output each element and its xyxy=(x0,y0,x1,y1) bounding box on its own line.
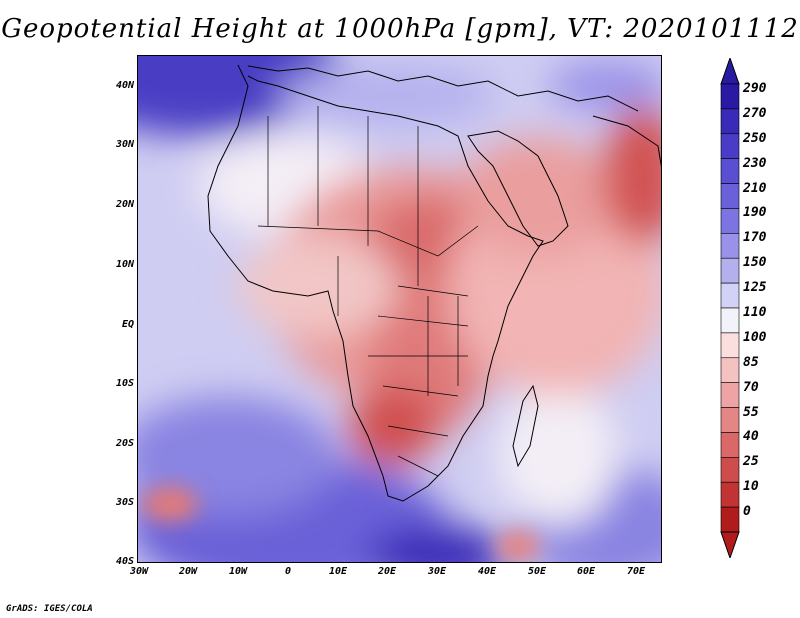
y-tick-label: 20N xyxy=(115,199,134,210)
colorbar-level-label: 150 xyxy=(743,255,767,271)
india-coastline xyxy=(592,115,661,168)
map-svg xyxy=(138,56,661,562)
x-tick-label: 70E xyxy=(626,566,646,577)
small-features xyxy=(142,486,540,562)
y-tick-label: 10S xyxy=(115,378,134,389)
chart-title: Geopotential Height at 1000hPa [gpm], VT… xyxy=(1,14,799,44)
colorbar-segment xyxy=(720,183,740,209)
colorbar-segment xyxy=(720,432,740,458)
low-india xyxy=(603,106,661,246)
colorbar-level-label: 190 xyxy=(743,205,767,221)
colorbar-level-label: 55 xyxy=(743,404,759,420)
colorbar-level-label: 85 xyxy=(743,354,759,370)
high-north-atlantic xyxy=(138,56,338,136)
colorbar-level-label: 0 xyxy=(743,504,751,520)
high-mediterranean xyxy=(278,66,498,126)
x-tick-label: 30W xyxy=(129,566,149,577)
madagascar-coastline xyxy=(512,384,539,468)
colorbar xyxy=(720,58,740,558)
border-lines xyxy=(257,106,479,477)
colorbar-segment xyxy=(720,158,740,184)
x-tick-label: 40E xyxy=(477,566,497,577)
country-borders xyxy=(257,106,479,477)
colorbar-segment xyxy=(720,108,740,135)
colorbar-level-label: 25 xyxy=(743,454,759,470)
high-asia-north xyxy=(548,61,661,111)
y-tick-label: EQ xyxy=(121,319,134,330)
colorbar-segment xyxy=(720,257,740,284)
colorbar-level-label: 40 xyxy=(743,429,759,445)
colorbar-level-label: 125 xyxy=(743,280,767,296)
colorbar-level-label: 70 xyxy=(743,379,759,395)
y-tick-label: 40S xyxy=(115,556,134,567)
colorbar-level-label: 10 xyxy=(743,479,759,495)
y-tick-label: 40N xyxy=(115,80,134,91)
y-tick-label: 30S xyxy=(115,497,134,508)
colorbar-level-label: 230 xyxy=(743,155,767,171)
colorbar-level-label: 110 xyxy=(743,305,767,320)
arabia-coastline xyxy=(467,130,569,247)
y-tick-label: 30N xyxy=(115,139,134,150)
colorbar-bottom-arrow xyxy=(720,531,740,558)
colorbar-segment xyxy=(720,307,740,334)
x-tick-label: 0 xyxy=(284,566,292,577)
x-tick-label: 30E xyxy=(427,566,447,577)
colorbar-segment xyxy=(720,282,740,309)
colorbar-segment xyxy=(720,332,740,359)
y-tick-label: 20S xyxy=(115,438,134,449)
colorbar-segment xyxy=(720,457,740,483)
high-south-atlantic-west xyxy=(138,396,338,516)
colorbar-level-label: 270 xyxy=(743,105,767,121)
colorbar-segment xyxy=(720,382,740,408)
credit-text: GrADS: IGES/COLA xyxy=(6,604,93,614)
colorbar-segment xyxy=(720,133,740,159)
x-tick-label: 10W xyxy=(228,566,248,577)
colorbar-level-label: 290 xyxy=(743,81,767,96)
coastlines xyxy=(207,64,661,502)
low-west-africa xyxy=(238,236,398,336)
neutral-mozambique xyxy=(498,386,618,526)
colorbar-segment xyxy=(720,357,740,383)
colorbar-segment xyxy=(720,506,740,533)
colorbar-level-label: 170 xyxy=(743,230,767,246)
low-arabia xyxy=(458,136,618,256)
colorbar-segment xyxy=(720,233,740,259)
africa-coastline xyxy=(207,64,544,502)
colorbar-level-label: 210 xyxy=(743,180,767,196)
low-southwest-indian-cell xyxy=(496,530,540,562)
x-tick-label: 50E xyxy=(527,566,547,577)
colorbar-segment xyxy=(720,407,740,433)
low-southern-africa xyxy=(348,386,438,466)
colorbar-segment xyxy=(720,83,740,110)
x-tick-label: 60E xyxy=(576,566,596,577)
x-tick-label: 20W xyxy=(178,566,198,577)
x-tick-label: 20E xyxy=(377,566,397,577)
y-tick-label: 10N xyxy=(115,259,134,270)
high-cape-south xyxy=(368,526,508,562)
map-panel xyxy=(137,55,662,563)
europe-coastline xyxy=(247,65,639,112)
colorbar-top-arrow xyxy=(720,58,740,85)
x-tick-label: 10E xyxy=(328,566,348,577)
colorbar-level-label: 250 xyxy=(743,130,767,146)
colorbar-level-label: 100 xyxy=(743,329,767,345)
low-south-atlantic-cell xyxy=(142,486,198,522)
colorbar-segment xyxy=(720,481,740,508)
colorbar-segment xyxy=(720,208,740,234)
